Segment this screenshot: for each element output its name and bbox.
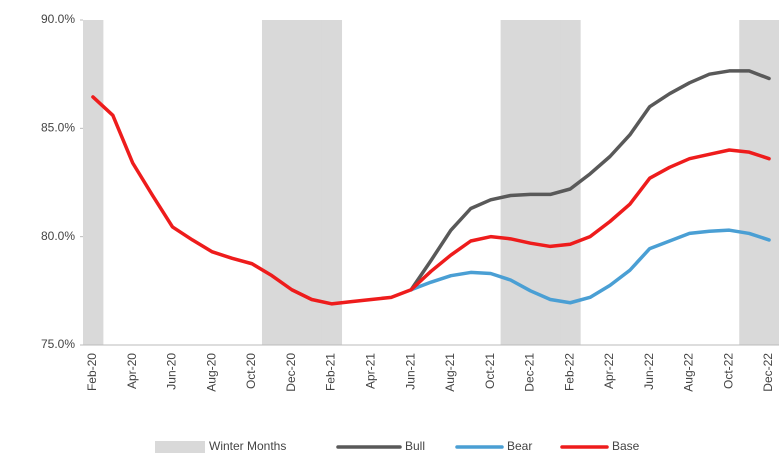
x-tick-label: Feb-22 xyxy=(562,353,576,391)
legend-label: Winter Months xyxy=(209,439,286,453)
x-tick-label: Oct-20 xyxy=(244,353,258,389)
x-tick-label: Aug-22 xyxy=(682,353,696,392)
series-line xyxy=(91,95,771,306)
legend-swatch xyxy=(155,441,205,453)
x-tick-label: Apr-20 xyxy=(125,353,139,389)
x-tick-label: Dec-20 xyxy=(284,353,298,392)
x-tick-label: Dec-21 xyxy=(523,353,537,392)
winter-band xyxy=(560,20,581,345)
winter-band xyxy=(759,20,779,345)
legend-label: Bull xyxy=(405,439,425,453)
x-tick-label: Jun-21 xyxy=(403,353,417,390)
x-tick-label: Dec-22 xyxy=(761,353,775,392)
winter-band xyxy=(500,20,521,345)
legend-label: Bear xyxy=(507,439,532,453)
winter-band xyxy=(321,20,343,345)
y-tick-label: 80.0% xyxy=(41,229,75,243)
x-tick-label: Aug-20 xyxy=(204,353,218,392)
winter-band xyxy=(261,20,283,345)
x-tick-label: Apr-21 xyxy=(364,353,378,389)
winter-band xyxy=(540,20,561,345)
winter-band xyxy=(83,20,104,345)
y-tick-label: 75.0% xyxy=(41,337,75,351)
legend-label: Base xyxy=(612,439,640,453)
x-tick-label: Jun-20 xyxy=(165,353,179,390)
x-tick-label: Oct-22 xyxy=(721,353,735,389)
winter-band xyxy=(301,20,323,345)
x-tick-label: Feb-20 xyxy=(85,353,99,391)
winter-band xyxy=(739,20,760,345)
series-line xyxy=(409,228,771,305)
y-tick-label: 85.0% xyxy=(41,121,75,135)
winter-band xyxy=(520,20,541,345)
x-tick-label: Oct-21 xyxy=(483,353,497,389)
y-tick-label: 90.0% xyxy=(41,12,75,26)
series-line xyxy=(409,69,771,292)
winter-band xyxy=(281,20,303,345)
x-tick-label: Jun-22 xyxy=(642,353,656,390)
x-tick-label: Aug-21 xyxy=(443,353,457,392)
x-tick-label: Feb-21 xyxy=(324,353,338,391)
x-tick-label: Apr-22 xyxy=(602,353,616,389)
